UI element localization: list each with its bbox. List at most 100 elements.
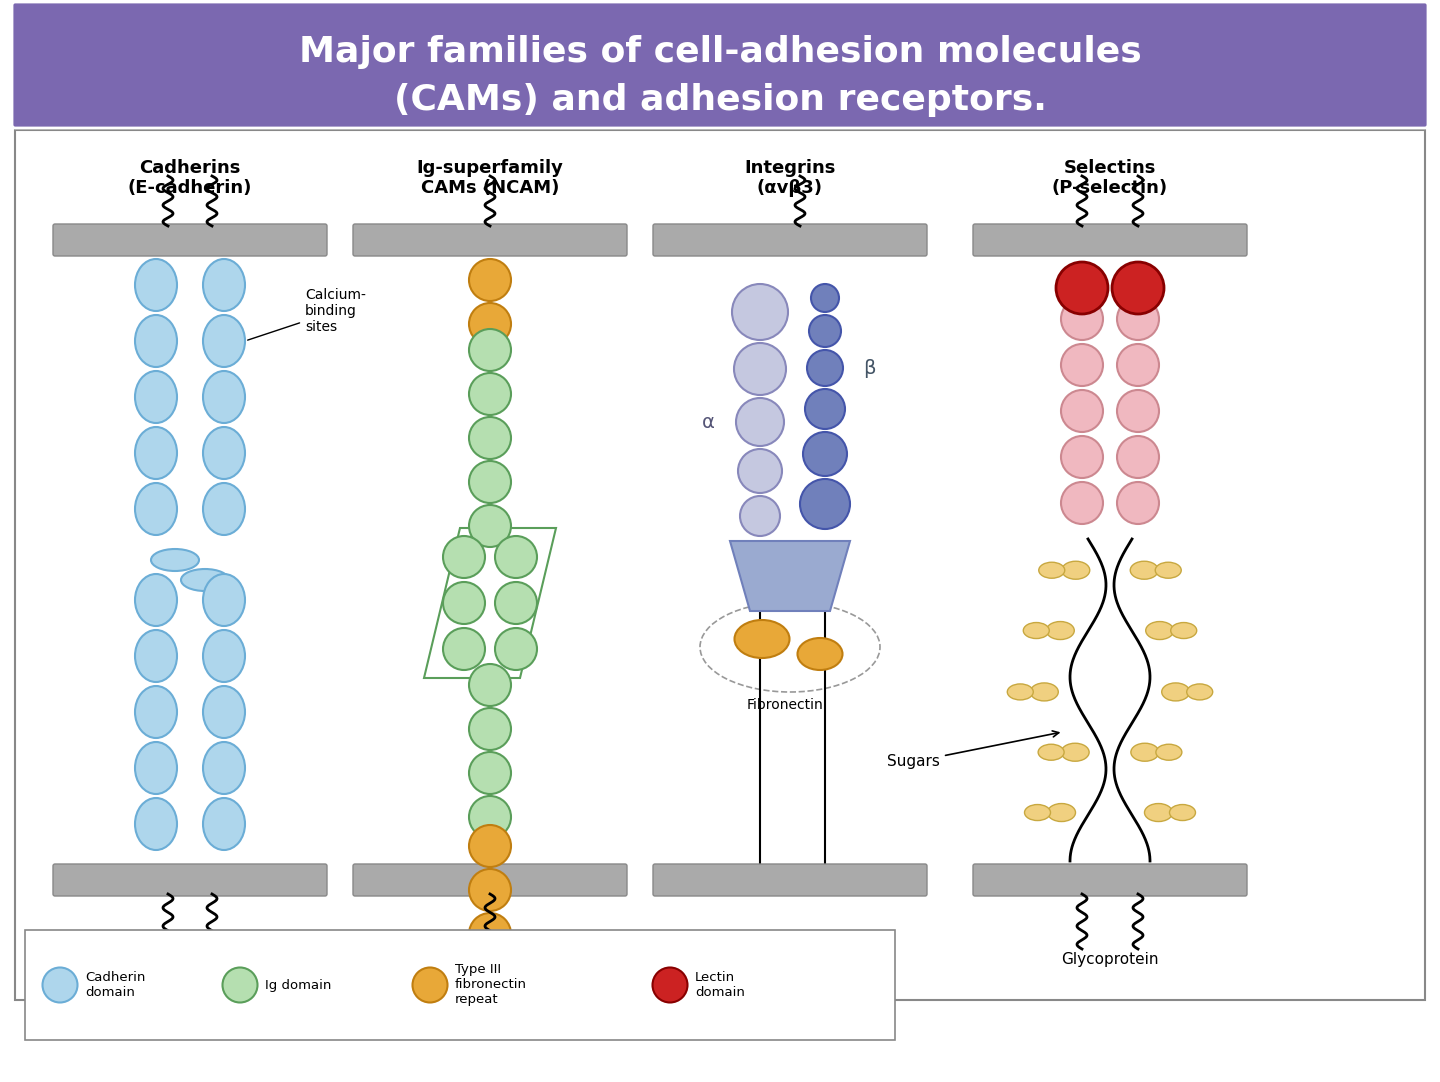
Ellipse shape <box>1171 622 1197 638</box>
Ellipse shape <box>1056 262 1107 314</box>
Ellipse shape <box>203 259 245 311</box>
Ellipse shape <box>444 628 485 670</box>
Ellipse shape <box>43 967 78 1003</box>
Ellipse shape <box>495 628 537 670</box>
Ellipse shape <box>806 349 842 386</box>
Ellipse shape <box>1061 344 1103 386</box>
Ellipse shape <box>469 796 511 837</box>
Ellipse shape <box>151 549 199 571</box>
Text: Major families of cell-adhesion molecules: Major families of cell-adhesion molecule… <box>298 35 1142 69</box>
Ellipse shape <box>1117 436 1159 478</box>
Ellipse shape <box>1146 621 1174 639</box>
Ellipse shape <box>223 967 258 1003</box>
Ellipse shape <box>203 483 245 535</box>
Ellipse shape <box>135 483 177 535</box>
Ellipse shape <box>1038 563 1064 578</box>
Text: Integrins
(αvβ3): Integrins (αvβ3) <box>744 159 835 197</box>
Ellipse shape <box>135 573 177 626</box>
Ellipse shape <box>135 686 177 738</box>
Ellipse shape <box>809 315 841 347</box>
Ellipse shape <box>1130 562 1158 579</box>
Ellipse shape <box>203 573 245 626</box>
Text: β: β <box>863 358 876 378</box>
FancyBboxPatch shape <box>353 865 626 896</box>
Ellipse shape <box>495 536 537 578</box>
Ellipse shape <box>1038 744 1064 761</box>
FancyBboxPatch shape <box>353 224 626 256</box>
Ellipse shape <box>1061 298 1103 340</box>
Text: (CAMs) and adhesion receptors.: (CAMs) and adhesion receptors. <box>393 83 1047 117</box>
Ellipse shape <box>1117 298 1159 340</box>
Ellipse shape <box>203 686 245 738</box>
Ellipse shape <box>444 536 485 578</box>
Ellipse shape <box>181 569 229 591</box>
Text: Lectin
domain: Lectin domain <box>696 971 744 999</box>
Ellipse shape <box>469 417 511 459</box>
Ellipse shape <box>135 742 177 794</box>
Ellipse shape <box>135 799 177 850</box>
Ellipse shape <box>739 449 782 493</box>
Ellipse shape <box>469 664 511 705</box>
Ellipse shape <box>1061 436 1103 478</box>
Text: Cadherin
domain: Cadherin domain <box>85 971 145 999</box>
Ellipse shape <box>734 620 789 658</box>
Ellipse shape <box>203 371 245 423</box>
FancyBboxPatch shape <box>652 224 927 256</box>
Ellipse shape <box>1061 481 1103 524</box>
Ellipse shape <box>1117 481 1159 524</box>
Text: Glycoprotein: Glycoprotein <box>1061 952 1159 967</box>
Text: Ig-superfamily
CAMs (NCAM): Ig-superfamily CAMs (NCAM) <box>416 159 563 197</box>
Ellipse shape <box>1169 805 1195 820</box>
Ellipse shape <box>1047 621 1074 639</box>
Ellipse shape <box>736 398 783 446</box>
Ellipse shape <box>469 505 511 547</box>
Ellipse shape <box>135 259 177 311</box>
Text: α: α <box>703 412 716 432</box>
Ellipse shape <box>805 390 845 428</box>
Ellipse shape <box>444 582 485 624</box>
Text: Sugars: Sugars <box>887 730 1058 769</box>
Ellipse shape <box>1145 804 1172 821</box>
Ellipse shape <box>740 496 780 536</box>
Ellipse shape <box>469 259 511 301</box>
FancyBboxPatch shape <box>12 2 1428 128</box>
Ellipse shape <box>804 432 847 476</box>
Text: Cadherins
(E-cadherin): Cadherins (E-cadherin) <box>128 159 252 197</box>
Ellipse shape <box>135 427 177 479</box>
Ellipse shape <box>469 752 511 794</box>
Text: Ig domain: Ig domain <box>265 978 331 991</box>
Ellipse shape <box>1156 744 1182 761</box>
Text: Selectins
(P-selectin): Selectins (P-selectin) <box>1053 159 1168 197</box>
Ellipse shape <box>652 967 687 1003</box>
FancyBboxPatch shape <box>53 865 327 896</box>
Ellipse shape <box>203 742 245 794</box>
Ellipse shape <box>1061 743 1089 762</box>
Ellipse shape <box>1030 683 1058 701</box>
Ellipse shape <box>203 427 245 479</box>
Ellipse shape <box>203 630 245 682</box>
Ellipse shape <box>469 329 511 371</box>
Ellipse shape <box>1117 390 1159 432</box>
Ellipse shape <box>732 283 788 340</box>
FancyBboxPatch shape <box>973 865 1247 896</box>
Ellipse shape <box>1061 562 1090 579</box>
Ellipse shape <box>734 343 786 395</box>
Text: Type III
fibronectin
repeat: Type III fibronectin repeat <box>455 963 527 1006</box>
Ellipse shape <box>1047 804 1076 821</box>
Ellipse shape <box>469 708 511 750</box>
Ellipse shape <box>203 799 245 850</box>
Ellipse shape <box>1130 743 1159 762</box>
Ellipse shape <box>1187 684 1212 700</box>
Ellipse shape <box>412 967 448 1003</box>
Ellipse shape <box>135 315 177 367</box>
Text: Calcium-
binding
sites: Calcium- binding sites <box>248 288 366 340</box>
FancyBboxPatch shape <box>973 224 1247 256</box>
Ellipse shape <box>469 303 511 345</box>
FancyBboxPatch shape <box>14 130 1426 1000</box>
Ellipse shape <box>469 913 511 955</box>
Ellipse shape <box>1117 344 1159 386</box>
Ellipse shape <box>135 371 177 423</box>
Ellipse shape <box>798 638 842 670</box>
Ellipse shape <box>1112 262 1164 314</box>
Ellipse shape <box>1061 390 1103 432</box>
